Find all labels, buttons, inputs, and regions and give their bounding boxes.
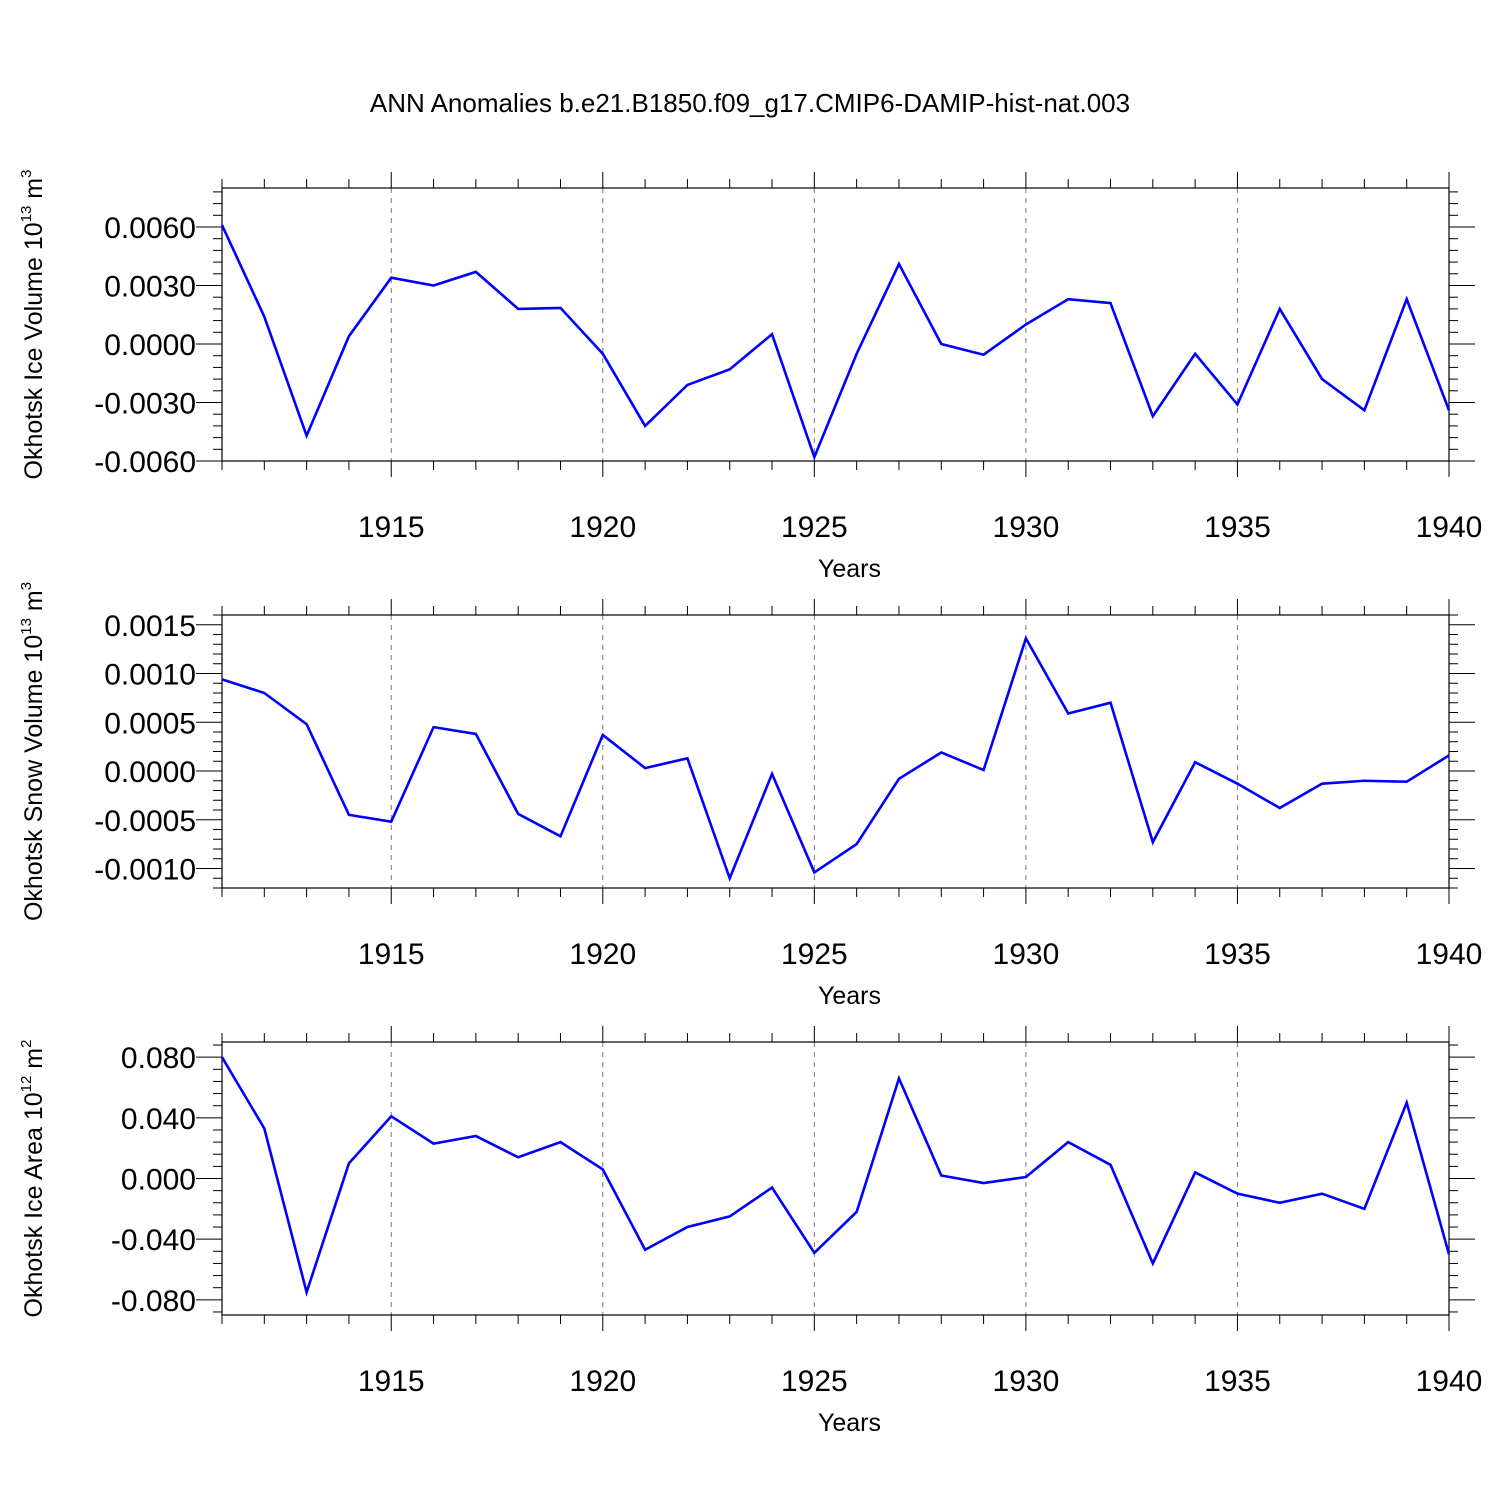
x-tick-label: 1920 — [569, 511, 636, 544]
series-line — [222, 225, 1449, 457]
series-line — [222, 1057, 1449, 1292]
y-tick-label: 0.0010 — [104, 659, 196, 692]
y-axis-title: Okhotsk Snow Volume 1013 m3 — [18, 582, 48, 921]
y-axis-title-part: 2 — [18, 1040, 35, 1048]
y-axis-title-part: Okhotsk Ice Volume 10 — [20, 222, 48, 479]
x-tick-label: 1930 — [993, 511, 1060, 544]
x-tick-label: 1925 — [781, 1365, 848, 1398]
y-tick-label: 0.0000 — [104, 756, 196, 789]
y-tick-label: 0.0030 — [104, 271, 196, 304]
x-tick-label: 1915 — [358, 511, 425, 544]
y-axis-title-part: Okhotsk Ice Area 10 — [20, 1092, 48, 1317]
figure-title: ANN Anomalies b.e21.B1850.f09_g17.CMIP6-… — [370, 88, 1130, 118]
x-tick-label: 1925 — [781, 511, 848, 544]
x-axis-title: Years — [818, 982, 881, 1010]
y-tick-label: 0.000 — [121, 1164, 196, 1197]
y-tick-label: -0.0060 — [94, 446, 196, 479]
y-tick-label: 0.0060 — [104, 212, 196, 245]
x-tick-label: 1920 — [569, 938, 636, 971]
y-axis-title-part: 12 — [18, 1076, 35, 1093]
x-tick-label: 1915 — [358, 938, 425, 971]
x-tick-label: 1930 — [993, 1365, 1060, 1398]
x-axis-title: Years — [818, 555, 881, 583]
y-tick-label: -0.0010 — [94, 854, 196, 887]
plot-frame — [222, 1042, 1449, 1315]
x-tick-label: 1925 — [781, 938, 848, 971]
y-axis-title: Okhotsk Ice Volume 1013 m3 — [18, 170, 48, 480]
y-axis-title-part: 13 — [18, 206, 35, 223]
y-tick-label: -0.080 — [111, 1285, 196, 1318]
y-axis-title-part: m — [20, 178, 48, 206]
plot-frame — [222, 615, 1449, 888]
panel-1: 1915 1920 1925 1930 1935 1940 Years 0.0060 0.003… — [18, 170, 1482, 583]
y-tick-label: -0.0030 — [94, 388, 196, 421]
x-tick-label: 1935 — [1204, 938, 1271, 971]
y-axis-title-part: 3 — [18, 582, 35, 590]
panel-2: 1915 1920 1925 1930 1935 1940 Years 0.0015 0.001… — [18, 582, 1482, 1010]
x-tick-label: 1940 — [1416, 938, 1483, 971]
y-tick-label: -0.0005 — [94, 805, 196, 838]
y-tick-label: 0.0015 — [104, 610, 196, 643]
plot-frame — [222, 188, 1449, 461]
series-line — [222, 638, 1449, 878]
y-axis-title-part: m — [20, 590, 48, 618]
x-tick-label: 1920 — [569, 1365, 636, 1398]
y-tick-label: -0.040 — [111, 1224, 196, 1257]
x-tick-label: 1935 — [1204, 1365, 1271, 1398]
y-tick-label: 0.040 — [121, 1103, 196, 1136]
y-axis-title-part: m — [20, 1048, 48, 1076]
x-tick-label: 1930 — [993, 938, 1060, 971]
x-axis-title: Years — [818, 1409, 881, 1437]
y-axis-title: Okhotsk Ice Area 1012 m2 — [18, 1040, 48, 1318]
x-tick-label: 1935 — [1204, 511, 1271, 544]
y-axis-title-part: 13 — [18, 618, 35, 635]
panels: 1915 1920 1925 1930 1935 1940 Years 0.0060 0.003… — [18, 170, 1482, 1437]
y-axis-title-part: Okhotsk Snow Volume 10 — [20, 635, 48, 921]
y-tick-label: 0.0005 — [104, 707, 196, 740]
x-tick-label: 1915 — [358, 1365, 425, 1398]
x-tick-label: 1940 — [1416, 1365, 1483, 1398]
y-tick-label: 0.0000 — [104, 329, 196, 362]
y-tick-label: 0.080 — [121, 1042, 196, 1075]
x-tick-label: 1940 — [1416, 511, 1483, 544]
panel-3: 1915 1920 1925 1930 1935 1940 Years 0.080 0.040 0… — [18, 1026, 1482, 1437]
y-axis-title-part: 3 — [18, 170, 35, 178]
